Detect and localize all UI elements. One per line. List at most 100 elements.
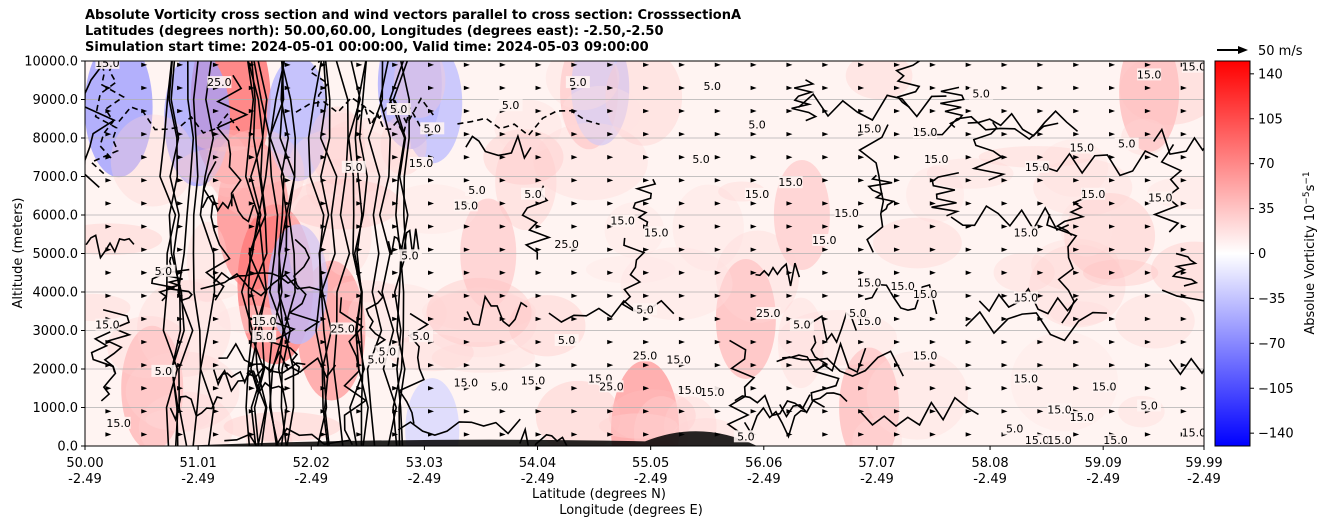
wind-arrow [105,293,112,299]
vorticity-blob [620,247,733,321]
wind-arrow [929,386,936,391]
wind-arrow [141,224,148,229]
wind-arrow [212,108,219,114]
vorticity-blob [605,61,683,146]
wind-arrow [105,247,112,252]
chart-title: Absolute Vorticity cross section and win… [85,8,741,56]
wind-arrow [141,270,148,275]
contour-label: 15.0 [454,199,479,212]
wind-arrow [320,108,327,114]
contour-label-bg [913,126,938,139]
wind-arrow [535,108,542,114]
wind-arrow [893,224,900,229]
wind-arrow [750,316,757,322]
contour-label: 5.0 [412,330,430,343]
wind-arrow [535,85,542,91]
wind-arrow [356,316,363,322]
contour-label: 5.0 [849,307,867,320]
wind-arrow [1037,270,1044,275]
vorticity-blob [1038,139,1109,197]
contour-line [894,61,921,109]
colorbar-tick-label: −35 [1258,292,1285,307]
wind-arrow [535,293,542,299]
contour-line [797,92,947,122]
wind-arrow [1037,224,1044,229]
x-tick-label-longitude: -2.49 [747,472,781,487]
wind-arrow [356,339,363,345]
wind-arrow [678,432,685,437]
y-tick-label: 10000.0 [24,55,78,70]
wind-arrow [1037,247,1044,252]
wind-arrow [105,386,112,391]
wind-arrow [1109,155,1116,160]
vorticity-blob [110,114,195,207]
contour-label-bg [554,237,579,250]
contour-label: 15.0 [1182,426,1207,439]
wind-arrow [678,247,685,252]
wind-arrow [320,270,327,275]
contour-label-bg [913,349,938,362]
wind-arrow [320,409,327,414]
contour-line [333,61,351,446]
quiver-key-label: 50 m/s [1258,44,1303,59]
wind-arrow [893,108,900,114]
contour-line [268,61,285,446]
contour-line [621,237,646,313]
wind-arrow [643,131,650,137]
wind-arrow [1001,247,1008,252]
contour-label-bg [1013,291,1038,304]
contour-line [378,61,398,446]
wind-arrow [858,270,865,275]
wind-arrow [1001,316,1008,322]
contour-label: 15.0 [1070,411,1095,424]
wind-arrow [177,432,184,437]
wind-arrow [1073,108,1080,114]
wind-arrow [284,247,291,252]
wind-arrow [1144,339,1151,345]
contour-label: 5.0 [401,249,419,262]
contour-label: 15.0 [890,280,915,293]
wind-arrow [678,108,685,114]
wind-arrow [858,178,865,183]
contour-label: 25.0 [633,349,658,362]
wind-arrow [1180,108,1187,114]
contour-label: 15.0 [1103,434,1128,447]
wind-arrow [643,85,650,91]
contour-label: 15.0 [521,374,546,387]
wind-arrow [463,316,470,322]
contour-label: 5.0 [524,188,542,201]
contour-label-bg [95,61,120,69]
wind-arrow [427,108,434,114]
wind-arrow [284,316,291,322]
wind-arrow [786,247,793,252]
vorticity-blob [267,224,328,345]
wind-arrow [1109,224,1116,229]
vorticity-blob [421,291,536,331]
wind-arrow [535,432,542,437]
contour-label: 5.0 [390,103,408,116]
contour-line [1031,149,1159,177]
wind-arrow [1144,85,1151,91]
wind-arrow [714,155,721,160]
wind-arrow [1144,224,1151,229]
contour-line [268,316,301,381]
wind-arrow [571,432,578,437]
wind-arrow [105,409,112,414]
wind-arrow [678,339,685,345]
contour-line [201,192,255,223]
contour-label-bg [409,330,434,343]
wind-arrow [1180,155,1187,160]
wind-arrow [105,432,112,437]
wind-arrow [427,362,434,368]
wind-arrow [1109,62,1116,68]
contour-label-bg [554,334,579,347]
contour-label-bg [857,122,882,135]
wind-arrow [499,293,506,299]
wind-arrow [1180,293,1187,299]
contour-label-bg [689,153,714,166]
wind-arrow [607,409,614,414]
quiver-key-arrowhead [1238,46,1248,54]
wind-arrow [1073,247,1080,252]
contour-label-bg [1103,434,1128,446]
contour-label-bg [1137,68,1162,81]
